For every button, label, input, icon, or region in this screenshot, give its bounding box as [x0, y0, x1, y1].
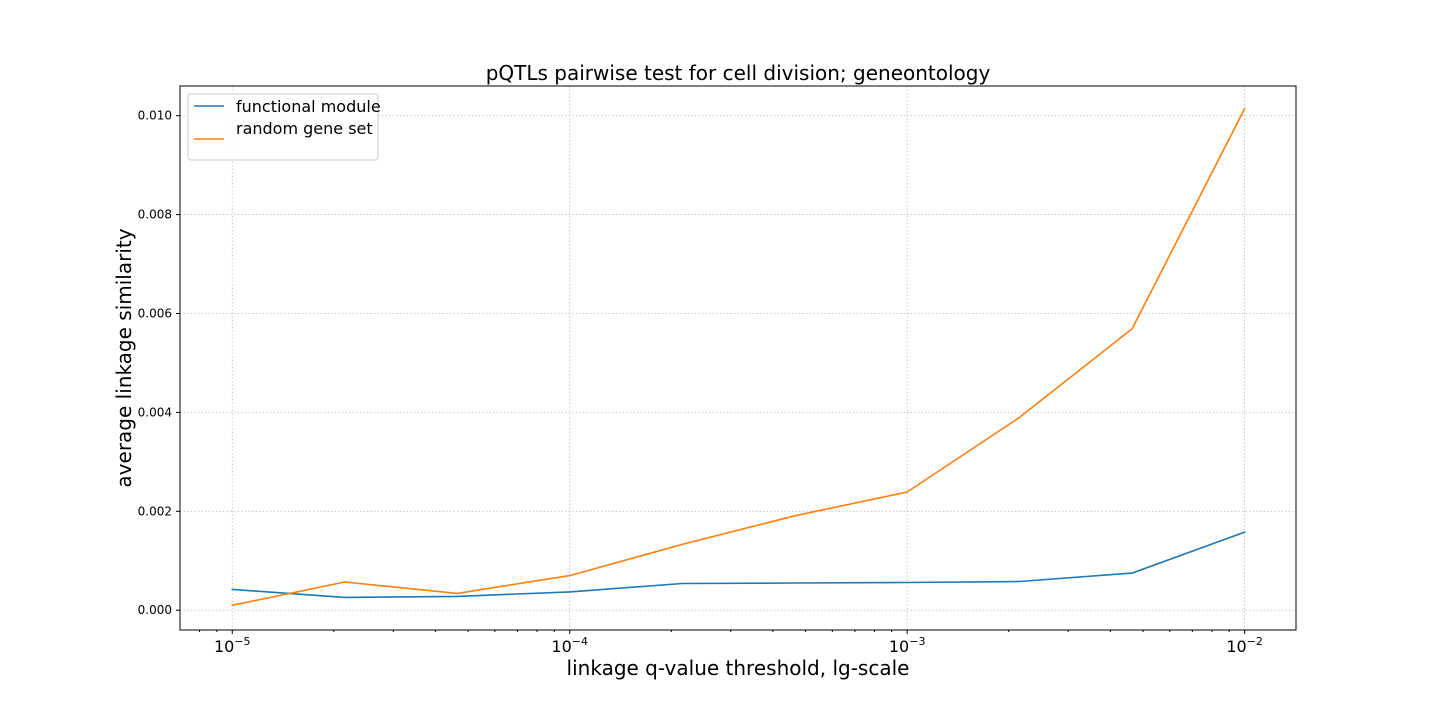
- y-tick-label: 0.006: [138, 306, 172, 320]
- y-axis-label: average linkage similarity: [112, 228, 136, 487]
- legend: functional module random gene set: [187, 93, 381, 161]
- legend-box: [187, 93, 379, 161]
- grid: [180, 86, 1296, 630]
- y-tick-label: 0.000: [138, 603, 172, 617]
- axis-ticks: 0.000 0.002 0.004 0.006 0.008 0.010 10−5 10−4 10…: [138, 109, 1263, 656]
- y-tick-label: 0.004: [138, 405, 172, 419]
- x-tick-label: 10−4: [551, 635, 588, 656]
- series-line-functional-module: [231, 531, 1246, 599]
- y-tick-label: 0.010: [138, 109, 172, 123]
- legend-label-functional-module: functional module: [236, 97, 381, 116]
- y-tick-label: 0.008: [138, 208, 172, 222]
- plot-frame: [179, 85, 1297, 631]
- series-line-random-gene-set: [231, 107, 1246, 607]
- chart-title: pQTLs pairwise test for cell division; g…: [486, 61, 991, 85]
- plot-area: [180, 86, 1296, 630]
- y-tick-label: 0.002: [138, 504, 172, 518]
- x-tick-label: 10−5: [214, 635, 251, 656]
- series-lines: [231, 107, 1246, 607]
- x-tick-label: 10−3: [889, 635, 926, 656]
- x-axis-label: linkage q-value threshold, lg-scale: [567, 656, 910, 680]
- x-tick-label: 10−2: [1226, 635, 1263, 656]
- legend-label-random-gene-set: random gene set: [236, 119, 373, 138]
